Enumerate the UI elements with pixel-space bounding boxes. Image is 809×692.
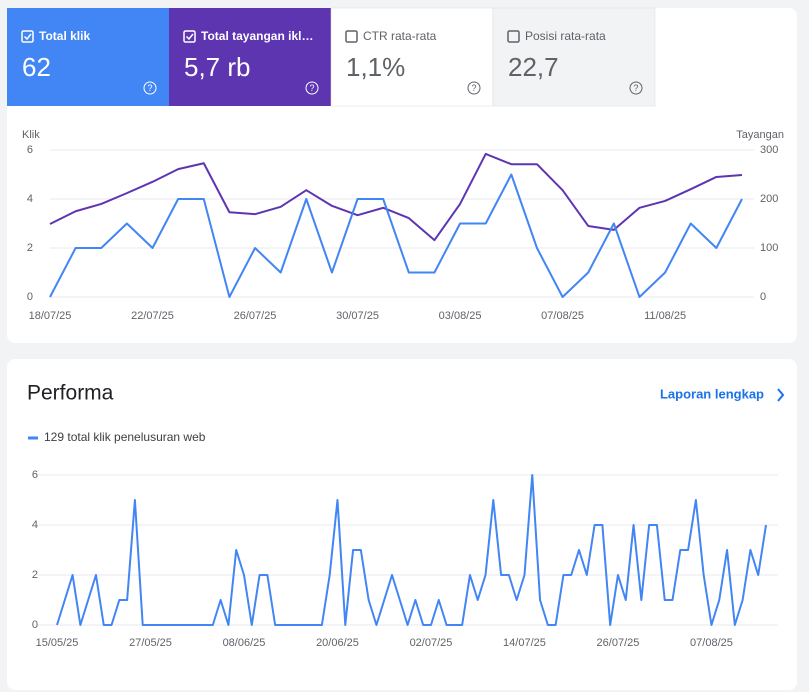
x-tick-label: 02/07/25 [410,637,453,649]
tile-label[interactable]: Total tayangan ikl… [201,29,313,43]
chevron-icon[interactable] [777,388,785,402]
help-icon[interactable] [467,81,481,95]
full-report-link[interactable]: Laporan lengkap [660,386,764,401]
y2-tick-label: 100 [760,242,778,254]
x-tick-label: 07/08/25 [690,637,733,649]
tile-background[interactable] [330,7,494,107]
y-tick-label: 4 [27,193,33,205]
x-tick-label: 27/05/25 [129,637,172,649]
tile-label[interactable]: Posisi rata-rata [525,29,606,43]
y2-tick-label: 300 [760,144,778,156]
y-tick-label: 0 [27,291,33,303]
metric-tile[interactable]: Posisi rata-rata 22,7? [492,7,656,107]
help-icon[interactable] [629,81,643,95]
tile-background[interactable] [169,8,331,106]
tile-value[interactable]: 1,1% [346,52,405,82]
checkbox[interactable] [345,30,358,43]
help-icon[interactable] [305,81,319,95]
x-tick-label: 30/07/25 [336,310,379,322]
y2-axis-label: Tayangan [736,129,784,141]
x-tick-label: 14/07/25 [503,637,546,649]
x-tick-label: 11/08/25 [644,310,686,322]
help-icon-mark[interactable]: ? [309,83,314,93]
tile-value[interactable]: 62 [22,52,51,82]
series-line [49,173,743,298]
help-icon-mark[interactable]: ? [471,83,476,93]
charts: 0 2 4 6 0 100 200 300 Klik Tayangan 18/07/25 22/07/… [22,129,784,649]
x-tick-label: 03/08/25 [439,310,482,322]
series-line [56,474,767,626]
metric-tile[interactable]: Total klik 62? [7,8,169,106]
tile-value[interactable]: 5,7 rb [184,52,251,82]
help-icon-mark[interactable]: ? [147,83,152,93]
help-icon-mark[interactable]: ? [633,83,638,93]
x-tick-label: 18/07/25 [29,310,72,322]
x-tick-label: 26/07/25 [234,310,277,322]
y-tick-label: 4 [32,519,38,531]
y-axis-label: Klik [22,129,40,141]
y-tick-label: 6 [32,469,38,481]
x-tick-label: 20/06/25 [316,637,359,649]
y-tick-label: 0 [32,619,38,631]
help-icon[interactable] [143,81,157,95]
card-title: Performa [27,382,114,405]
y2-tick-label: 200 [760,193,778,205]
checkbox[interactable] [21,30,34,43]
x-tick-label: 15/05/25 [36,637,79,649]
tile-label[interactable]: Total klik [39,29,90,43]
checkmark[interactable] [185,33,194,41]
legend-label: 129 total klik penelusuran web [44,430,206,444]
metric-tile[interactable]: CTR rata-rata 1,1%? [330,7,494,107]
checkbox[interactable] [507,30,520,43]
tile-label[interactable]: CTR rata-rata [363,29,437,43]
x-tick-label: 26/07/25 [597,637,640,649]
checkbox[interactable] [183,30,196,43]
metric-tile[interactable]: Total tayangan ikl… 5,7 rb? [169,8,331,106]
tile-background[interactable] [7,8,169,106]
y-tick-label: 2 [32,569,38,581]
y-tick-label: 6 [27,144,33,156]
x-tick-label: 07/08/25 [541,310,584,322]
checkmark[interactable] [23,33,32,41]
y2-tick-label: 0 [760,291,766,303]
series-line [49,152,743,242]
x-tick-label: 08/06/25 [223,637,266,649]
x-tick-label: 22/07/25 [131,310,174,322]
y-tick-label: 2 [27,242,33,254]
tile-background[interactable] [492,7,656,107]
tile-value[interactable]: 22,7 [508,52,559,82]
